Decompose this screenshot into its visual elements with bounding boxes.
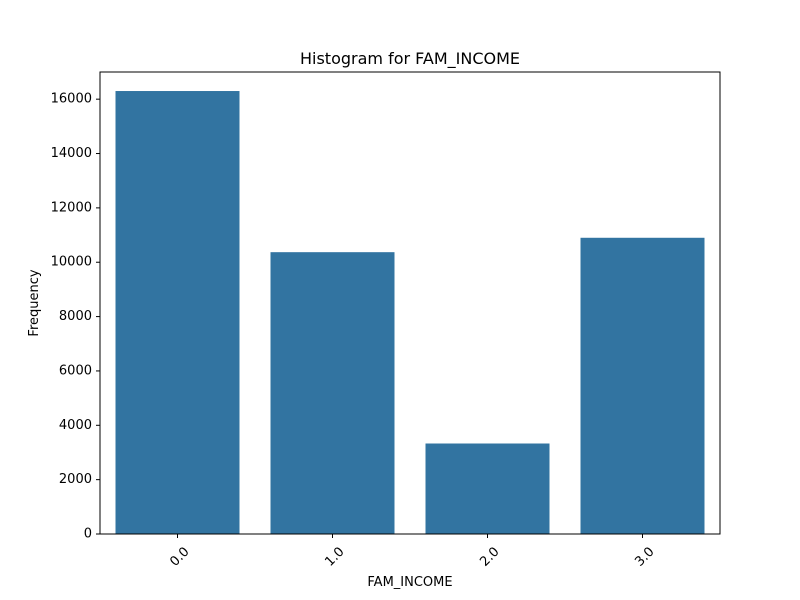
y-tick-label: 16000 (51, 92, 92, 107)
y-axis-label: Frequency (27, 269, 42, 336)
y-tick-label: 0 (84, 527, 92, 542)
bar-2.0 (425, 443, 550, 534)
bar-3.0 (580, 237, 705, 534)
bar-0.0 (115, 91, 240, 534)
y-tick-label: 14000 (51, 146, 92, 161)
chart-title: Histogram for FAM_INCOME (300, 49, 520, 69)
y-tick-label: 8000 (59, 309, 92, 324)
y-tick-label: 6000 (59, 363, 92, 378)
plot-frame (99, 71, 721, 535)
y-tick-label: 12000 (51, 200, 92, 215)
y-tick-label: 4000 (59, 418, 92, 433)
y-tick-label: 10000 (51, 255, 92, 270)
x-axis-label: FAM_INCOME (367, 575, 452, 590)
y-axis-ticks: 0 2000 4000 6000 8000 10000 12000 14000 16000 (51, 92, 100, 542)
bars-group (115, 91, 705, 534)
y-tick-label: 2000 (59, 472, 92, 487)
bar-1.0 (270, 252, 395, 534)
